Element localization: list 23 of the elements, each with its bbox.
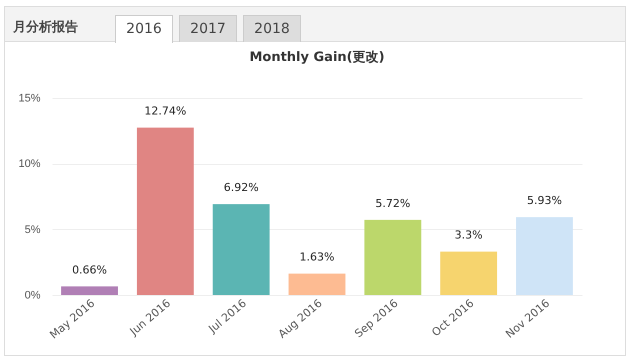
data-label: 6.92% <box>224 181 259 194</box>
text: 2018 <box>243 15 301 42</box>
bar <box>440 252 498 295</box>
y-tick-label: 15% <box>18 92 41 104</box>
bar <box>288 274 346 295</box>
text: 2016 <box>115 15 173 43</box>
text: 月分析报告 <box>13 18 78 37</box>
y-tick-label: 10% <box>18 158 41 170</box>
data-label: 5.93% <box>526 194 562 208</box>
y-tick-label: 5% <box>24 224 41 236</box>
data-label: 5.72% <box>375 196 410 210</box>
bar <box>212 204 270 295</box>
chart-title: Monthly Gain(更改) <box>249 50 385 65</box>
bar <box>516 217 573 295</box>
data-label: 0.66% <box>72 263 108 276</box>
bar <box>136 128 194 295</box>
bar <box>61 286 118 295</box>
data-label: 3.3% <box>454 228 483 242</box>
data-label: 12.74% <box>144 104 186 118</box>
data-label: 1.63% <box>300 250 334 264</box>
bar <box>364 220 422 295</box>
text: 2017 <box>179 15 237 42</box>
y-tick-label: 0% <box>24 290 41 302</box>
